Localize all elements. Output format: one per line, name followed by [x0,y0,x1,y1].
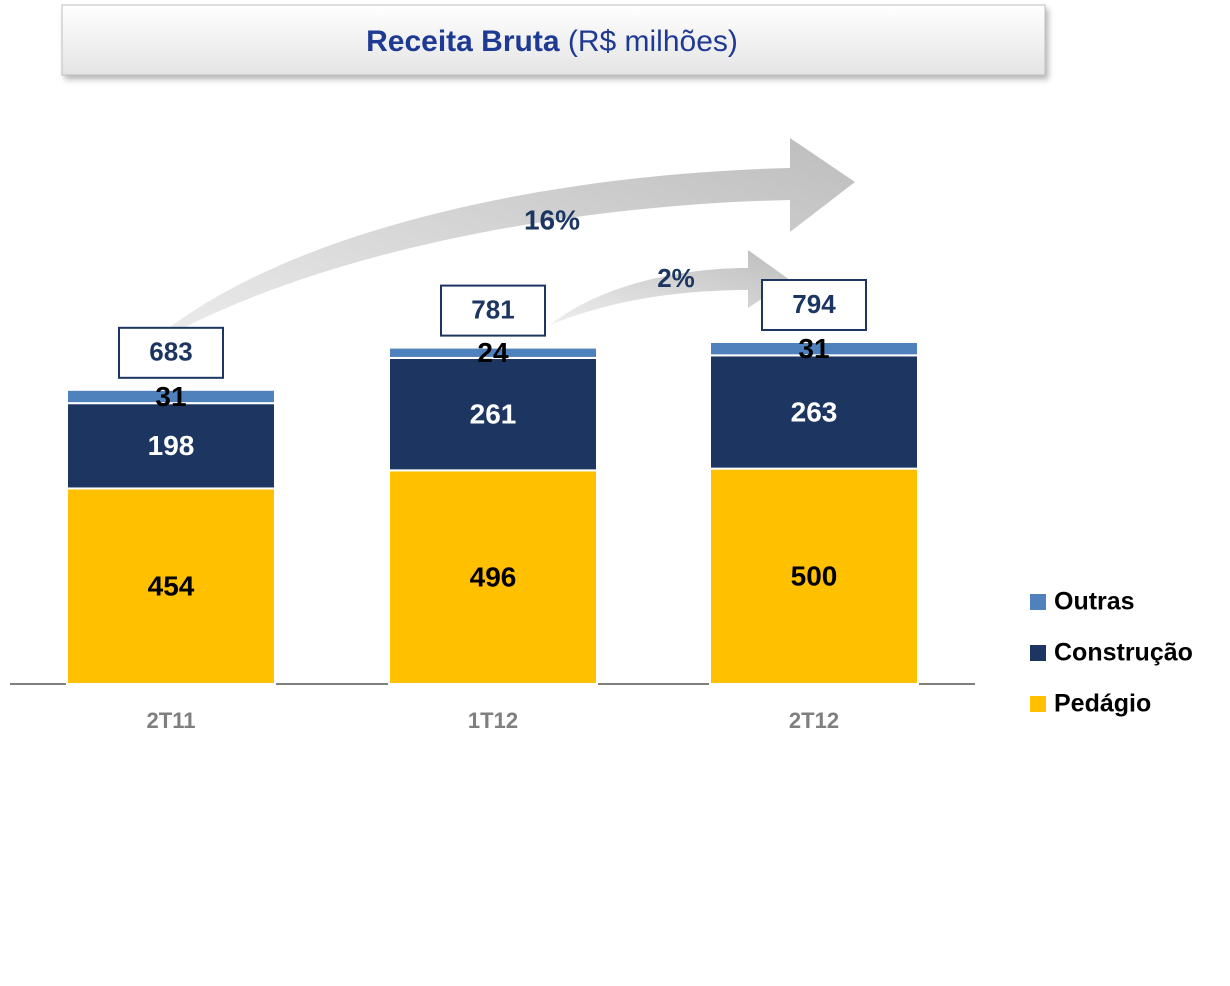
growth-label: 16% [524,204,580,235]
legend-label: Construção [1054,639,1193,667]
value-label: 496 [470,562,517,593]
value-label: 261 [470,399,517,430]
value-label: 454 [148,571,195,602]
x-tick-label: 2T11 [147,708,196,733]
legend-swatch [1030,696,1046,712]
value-label: 198 [148,430,195,461]
chart-title: Receita Bruta (R$ milhões) [366,25,738,58]
growth-arrow-large [140,138,855,352]
value-label: 500 [791,561,838,592]
value-label: 31 [798,333,829,364]
total-label: 794 [792,289,836,319]
growth-arrow-small [550,250,790,325]
value-label: 24 [477,337,509,368]
legend-swatch [1030,645,1046,661]
bar-segment [388,346,598,359]
bar-segment [709,354,919,470]
total-label: 781 [471,294,514,324]
legend-label: Outras [1054,588,1135,616]
value-label: 31 [155,381,186,412]
x-tick-label: 1T12 [468,708,518,733]
bar-segment [709,341,919,357]
x-tick-label: 2T12 [789,708,839,733]
title-box [61,4,1046,76]
bar-segment [709,467,919,685]
title-unit: (R$ milhões) [568,25,738,58]
total-label: 683 [149,337,192,367]
total-box [440,284,546,337]
title-bold: Receita Bruta [366,25,560,58]
legend-label: Pedágio [1054,690,1151,718]
growth-label: 2% [657,263,695,293]
total-box [118,326,224,379]
total-box [761,279,867,331]
value-label: 263 [791,396,838,427]
legend-swatch [1030,594,1046,610]
bar-segment [66,402,276,490]
bar-segment [66,388,276,405]
